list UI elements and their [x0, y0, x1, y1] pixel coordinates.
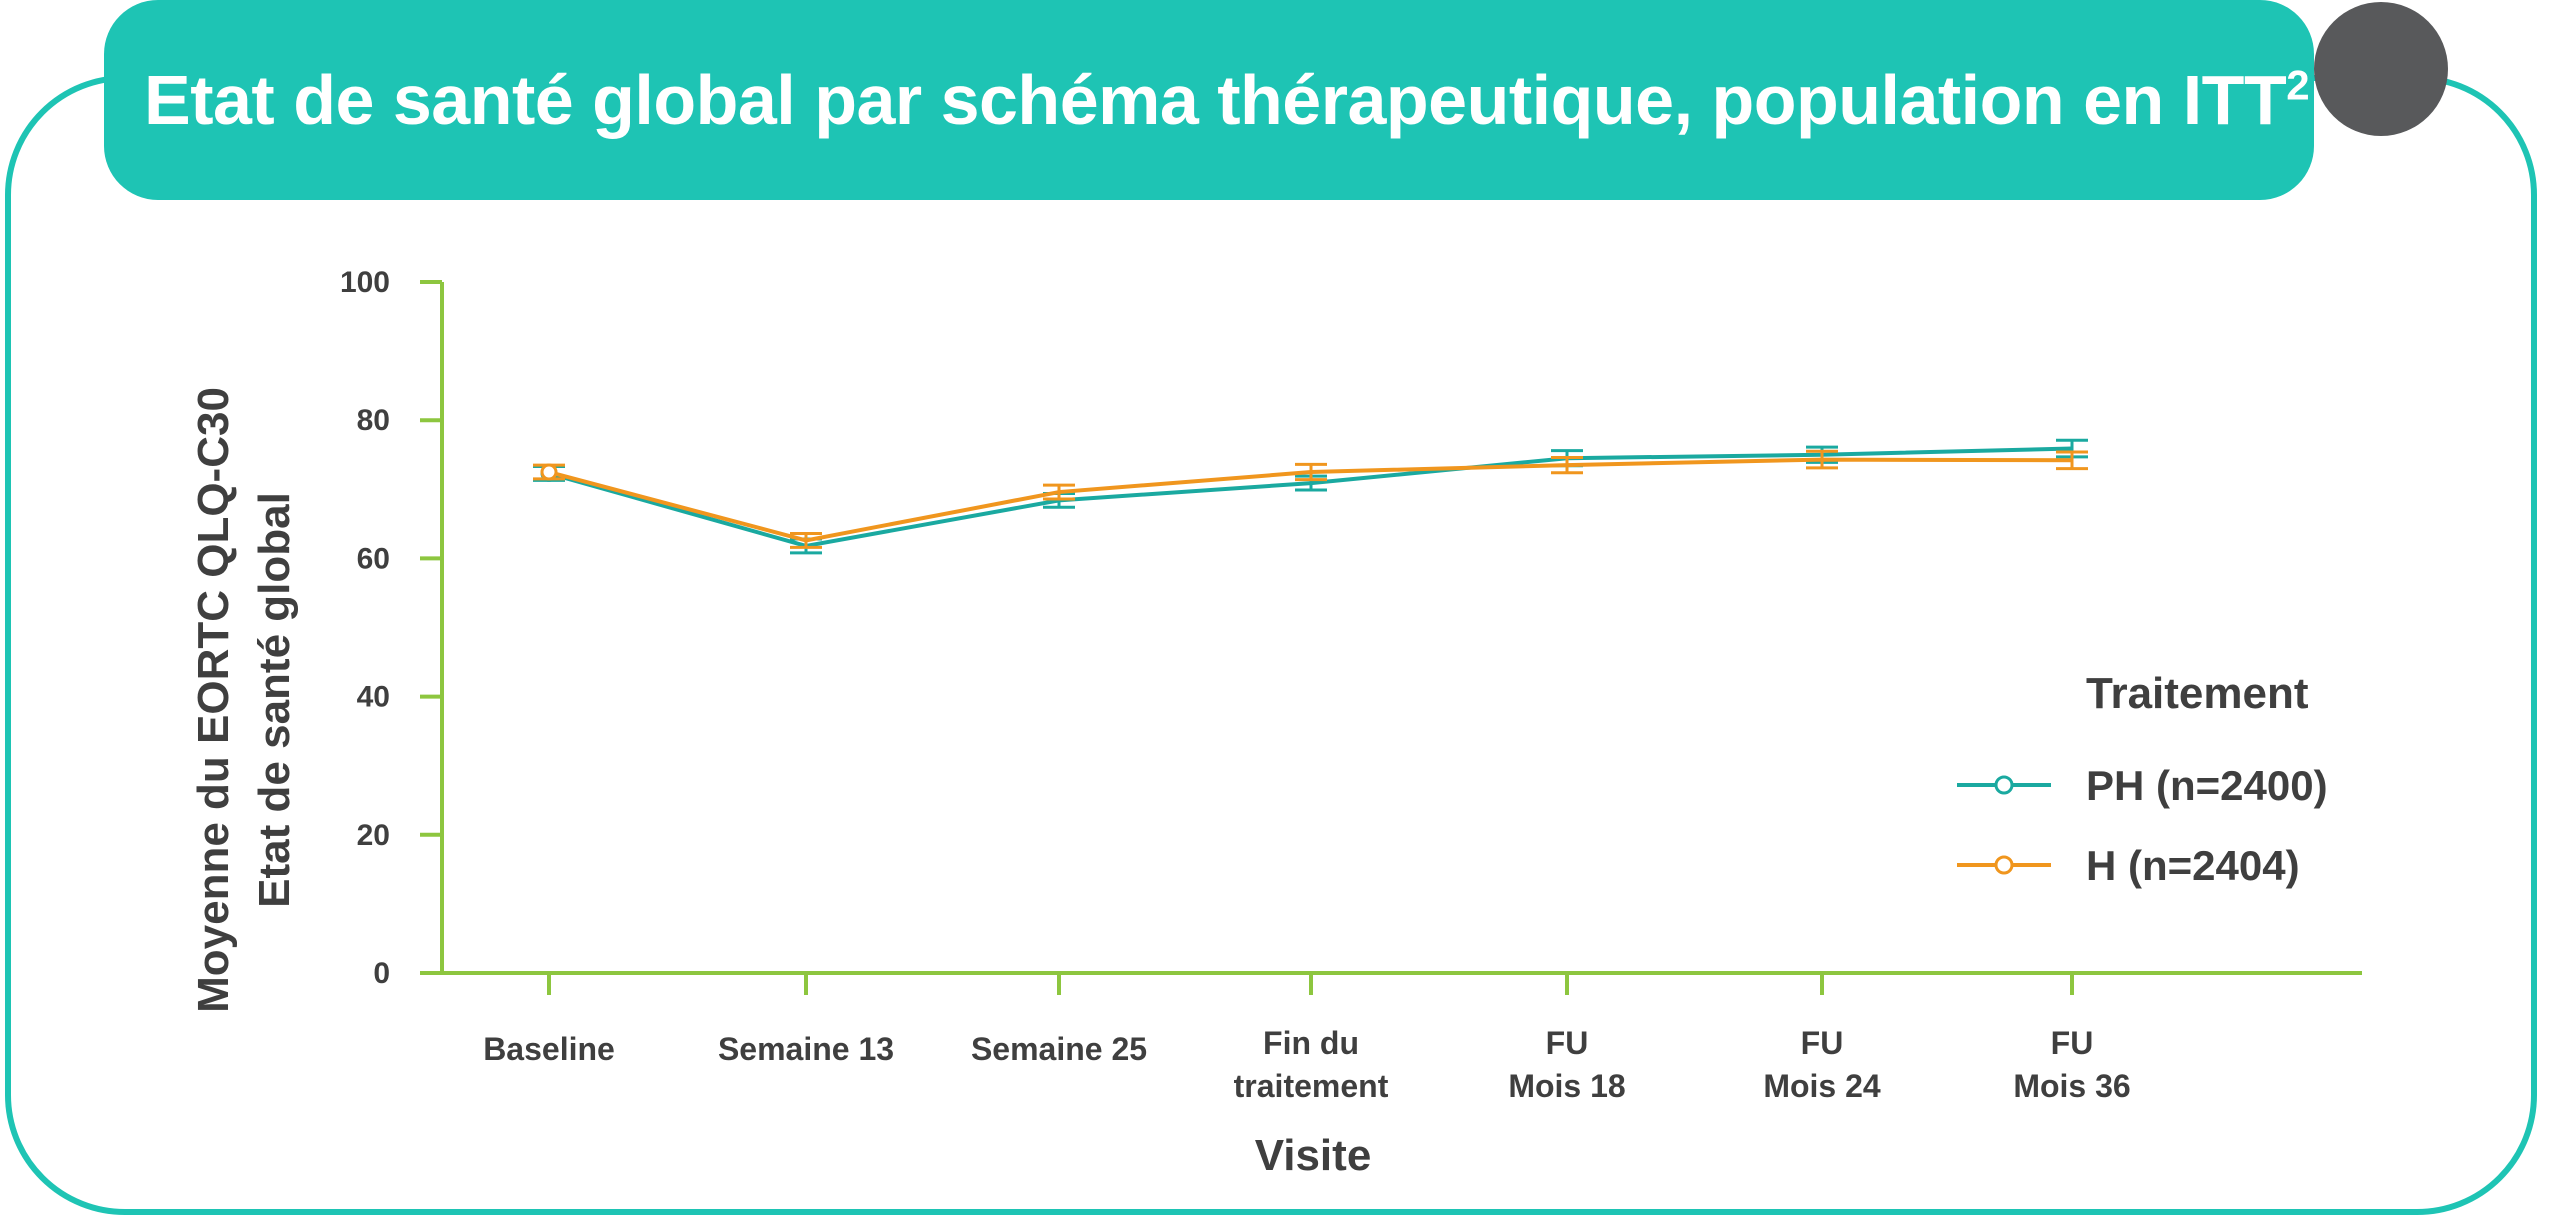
y-tick-label: 20: [357, 819, 390, 852]
y-axis-title-line1: Moyenne du EORTC QLQ-C30: [189, 387, 238, 1013]
x-tick-label: FU Mois 24: [1763, 1025, 1881, 1104]
y-tick-label: 40: [357, 681, 390, 714]
y-tick-label: 0: [373, 957, 390, 990]
x-tick-label: Fin du traitement: [1234, 1025, 1389, 1104]
x-tick-labels: Baseline Semaine 13 Semaine 25 Fin du traite…: [483, 1025, 2131, 1104]
chart-frame: [5, 75, 2537, 1215]
series-2: [533, 449, 2088, 549]
x-tick-label-line: Fin du: [1263, 1025, 1359, 1061]
series-1: [533, 438, 2088, 555]
legend-label: PH (n=2400): [2086, 762, 2328, 809]
x-tick-label-line: Mois 36: [2013, 1068, 2130, 1104]
axes: [420, 280, 2362, 995]
x-tick-label-line: FU: [1801, 1025, 1844, 1061]
page-title: Etat de santé global par schéma thérapeu…: [144, 60, 2310, 140]
legend-item-1: PH (n=2400): [1957, 762, 2328, 809]
x-tick-label-line: FU: [1546, 1025, 1589, 1061]
legend-title: Traitement: [2086, 669, 2309, 718]
x-tick-label: Semaine 25: [971, 1031, 1147, 1067]
corner-decoration: [2314, 2, 2448, 136]
x-tick-label: Semaine 13: [718, 1031, 894, 1067]
x-tick-label: FU Mois 36: [2013, 1025, 2130, 1104]
x-tick-label-line: Mois 18: [1508, 1068, 1625, 1104]
legend-item-2: H (n=2404): [1957, 842, 2300, 889]
data-point-marker: [540, 463, 558, 481]
title-main: Etat de santé global par schéma thérapeu…: [144, 61, 2287, 139]
y-tick-label: 60: [357, 542, 390, 575]
y-tick-label: 100: [340, 266, 390, 299]
title-superscript: 2: [2286, 61, 2310, 109]
y-tick-label: 80: [357, 404, 390, 437]
x-axis-title: Visite: [1255, 1131, 1372, 1180]
title-banner: Etat de santé global par schéma thérapeu…: [104, 0, 2314, 200]
y-axis-title-line2: Etat de santé global: [250, 492, 299, 908]
legend-swatch-marker: [1994, 775, 2014, 795]
x-tick-label-line: FU: [2051, 1025, 2094, 1061]
legend: Traitement PH (n=2400) H (n=2404): [1957, 669, 2328, 889]
x-tick-label-line: Mois 24: [1763, 1068, 1881, 1104]
y-tick-labels: 0 20 40 60 80 100: [340, 266, 390, 990]
legend-swatch-marker: [1994, 855, 2014, 875]
series-layer: [533, 438, 2088, 555]
x-tick-label: FU Mois 18: [1508, 1025, 1625, 1104]
legend-label: H (n=2404): [2086, 842, 2300, 889]
x-tick-label: Baseline: [483, 1031, 615, 1067]
x-tick-label-line: traitement: [1234, 1068, 1389, 1104]
